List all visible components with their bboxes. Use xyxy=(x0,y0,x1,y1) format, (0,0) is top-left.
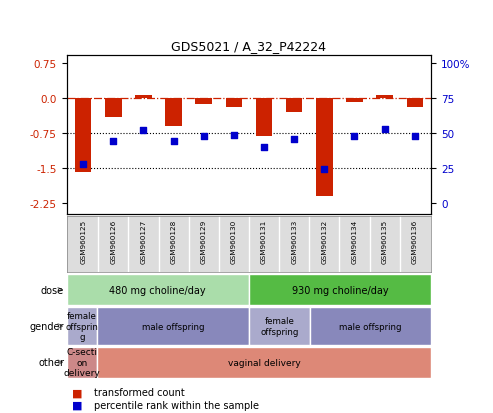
Point xyxy=(381,127,388,133)
Point xyxy=(79,161,87,168)
Text: GSM960135: GSM960135 xyxy=(382,220,387,264)
Text: GSM960127: GSM960127 xyxy=(141,220,146,264)
Text: transformed count: transformed count xyxy=(94,387,184,397)
Bar xyxy=(316,99,333,196)
Point xyxy=(170,138,177,145)
Bar xyxy=(165,99,182,126)
Bar xyxy=(195,99,212,104)
Text: female
offspring: female offspring xyxy=(260,317,299,336)
Bar xyxy=(67,308,97,345)
Bar xyxy=(67,275,249,306)
Text: GSM960132: GSM960132 xyxy=(321,220,327,264)
Text: ■: ■ xyxy=(71,387,82,397)
Text: GSM960130: GSM960130 xyxy=(231,220,237,264)
Text: male offspring: male offspring xyxy=(339,322,402,331)
Point xyxy=(230,133,238,139)
Text: 930 mg choline/day: 930 mg choline/day xyxy=(292,285,388,295)
Text: female
offsprin
g: female offsprin g xyxy=(65,311,98,341)
Bar xyxy=(226,99,242,108)
Point xyxy=(351,133,358,140)
Point xyxy=(411,133,419,140)
Text: vaginal delivery: vaginal delivery xyxy=(228,358,301,367)
Point xyxy=(200,133,208,140)
Bar xyxy=(97,308,249,345)
Bar xyxy=(346,99,363,103)
Text: GSM960129: GSM960129 xyxy=(201,220,207,264)
Text: GSM960125: GSM960125 xyxy=(80,220,86,264)
Bar xyxy=(105,99,122,118)
Bar xyxy=(67,347,97,378)
Text: GSM960134: GSM960134 xyxy=(352,220,357,264)
Bar xyxy=(249,308,310,345)
Text: 480 mg choline/day: 480 mg choline/day xyxy=(109,285,206,295)
Point xyxy=(260,144,268,151)
Text: ■: ■ xyxy=(71,400,82,410)
Bar xyxy=(286,99,303,112)
Point xyxy=(290,136,298,143)
Text: GSM960126: GSM960126 xyxy=(110,220,116,264)
Bar xyxy=(310,308,431,345)
Point xyxy=(140,128,147,134)
Point xyxy=(109,138,117,145)
Text: male offspring: male offspring xyxy=(141,322,204,331)
Text: C-secti
on
delivery: C-secti on delivery xyxy=(64,348,100,377)
Text: GSM960128: GSM960128 xyxy=(171,220,176,264)
Text: dose: dose xyxy=(41,285,64,295)
Bar xyxy=(249,275,431,306)
Bar xyxy=(256,99,272,137)
Point xyxy=(320,166,328,173)
Text: gender: gender xyxy=(30,321,64,331)
Title: GDS5021 / A_32_P42224: GDS5021 / A_32_P42224 xyxy=(172,40,326,53)
Text: GSM960131: GSM960131 xyxy=(261,220,267,264)
Bar xyxy=(135,96,152,99)
Bar xyxy=(407,99,423,108)
Text: percentile rank within the sample: percentile rank within the sample xyxy=(94,400,259,410)
Text: other: other xyxy=(38,357,64,368)
Text: GSM960133: GSM960133 xyxy=(291,220,297,264)
Bar xyxy=(75,99,91,173)
Bar xyxy=(376,95,393,99)
Text: GSM960136: GSM960136 xyxy=(412,220,418,264)
